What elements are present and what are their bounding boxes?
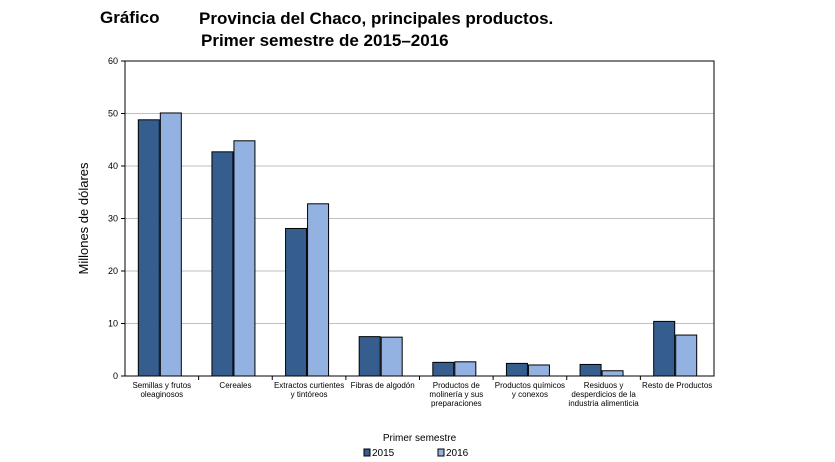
bar-2016 xyxy=(307,203,330,377)
x-category-label-line: Residuos y xyxy=(584,381,624,390)
y-tick-label: 60 xyxy=(108,56,118,66)
bar-2015 xyxy=(285,227,308,377)
x-category-label: Semillas y frutos oleaginosos xyxy=(132,381,191,399)
legend-label-2015: 2015 xyxy=(372,448,395,459)
x-category-label-line: Productos químicos xyxy=(495,381,565,390)
x-category-label-line: Fibras de algodón xyxy=(351,381,415,390)
legend-swatch-2016 xyxy=(437,448,445,457)
bar-2016 xyxy=(601,370,624,377)
y-tick-label: 40 xyxy=(108,161,118,171)
y-tick-label: 0 xyxy=(113,371,118,381)
y-tick-label: 10 xyxy=(108,319,118,329)
x-category-label: Productos químicos y conexos xyxy=(495,381,565,399)
chart-title: Provincia del Chaco, principales product… xyxy=(199,8,553,52)
bar-2016 xyxy=(233,140,256,377)
chart-label: Gráfico xyxy=(100,8,160,27)
x-category-label-line: industria alimenticia xyxy=(568,399,639,408)
x-category-label-line: y tintóreos xyxy=(291,390,328,399)
x-axis-title: Primer semestre xyxy=(383,433,457,444)
y-tick-label: 30 xyxy=(108,214,118,224)
x-category-label-line: Productos de xyxy=(433,381,481,390)
bar-2015 xyxy=(211,151,234,377)
bar-2016 xyxy=(159,112,182,377)
bar-2015 xyxy=(358,336,381,377)
x-category-label-line: Resto de Productos xyxy=(642,381,712,390)
legend-label-2016: 2016 xyxy=(446,448,469,459)
bar-2016 xyxy=(675,334,698,377)
y-axis-title: Millones de dólares xyxy=(76,162,91,275)
legend-swatch-2015 xyxy=(363,448,371,457)
bar-2015 xyxy=(432,361,455,377)
bar-2016 xyxy=(527,364,550,377)
x-category-label-line: molinería y sus xyxy=(429,390,483,399)
x-category-label-line: preparaciones xyxy=(431,399,482,408)
bar-2016 xyxy=(454,361,477,377)
bar-2015 xyxy=(505,362,528,377)
bar-2015 xyxy=(579,363,602,377)
x-category-label-line: desperdicios de la xyxy=(571,390,636,399)
chart-title-line-2: Primer semestre de 2015–2016 xyxy=(201,31,449,50)
x-category-label-line: Cereales xyxy=(219,381,251,390)
x-category-label-line: oleaginosos xyxy=(140,390,183,399)
y-tick-label: 20 xyxy=(108,266,118,276)
x-category-label: Residuos y desperdicios de la industria al… xyxy=(568,381,639,408)
x-category-label-line: Extractos curtientes xyxy=(274,381,344,390)
x-category-label-line: Semillas y frutos xyxy=(132,381,191,390)
bar-2015 xyxy=(137,119,160,377)
x-category-label: Resto de Productos xyxy=(642,381,712,390)
x-category-label: Fibras de algodón xyxy=(351,381,415,390)
y-tick-label: 50 xyxy=(108,109,118,119)
bar-2015 xyxy=(653,320,676,377)
x-category-label: Cereales xyxy=(219,381,251,390)
x-category-label: Extractos curtientes y tintóreos xyxy=(274,381,344,399)
x-category-label: Productos de molinería y sus preparaciones xyxy=(429,381,483,408)
x-category-label-line: y conexos xyxy=(512,390,548,399)
bar-2016 xyxy=(380,336,403,377)
chart-title-line-1: Provincia del Chaco, principales product… xyxy=(199,9,554,28)
